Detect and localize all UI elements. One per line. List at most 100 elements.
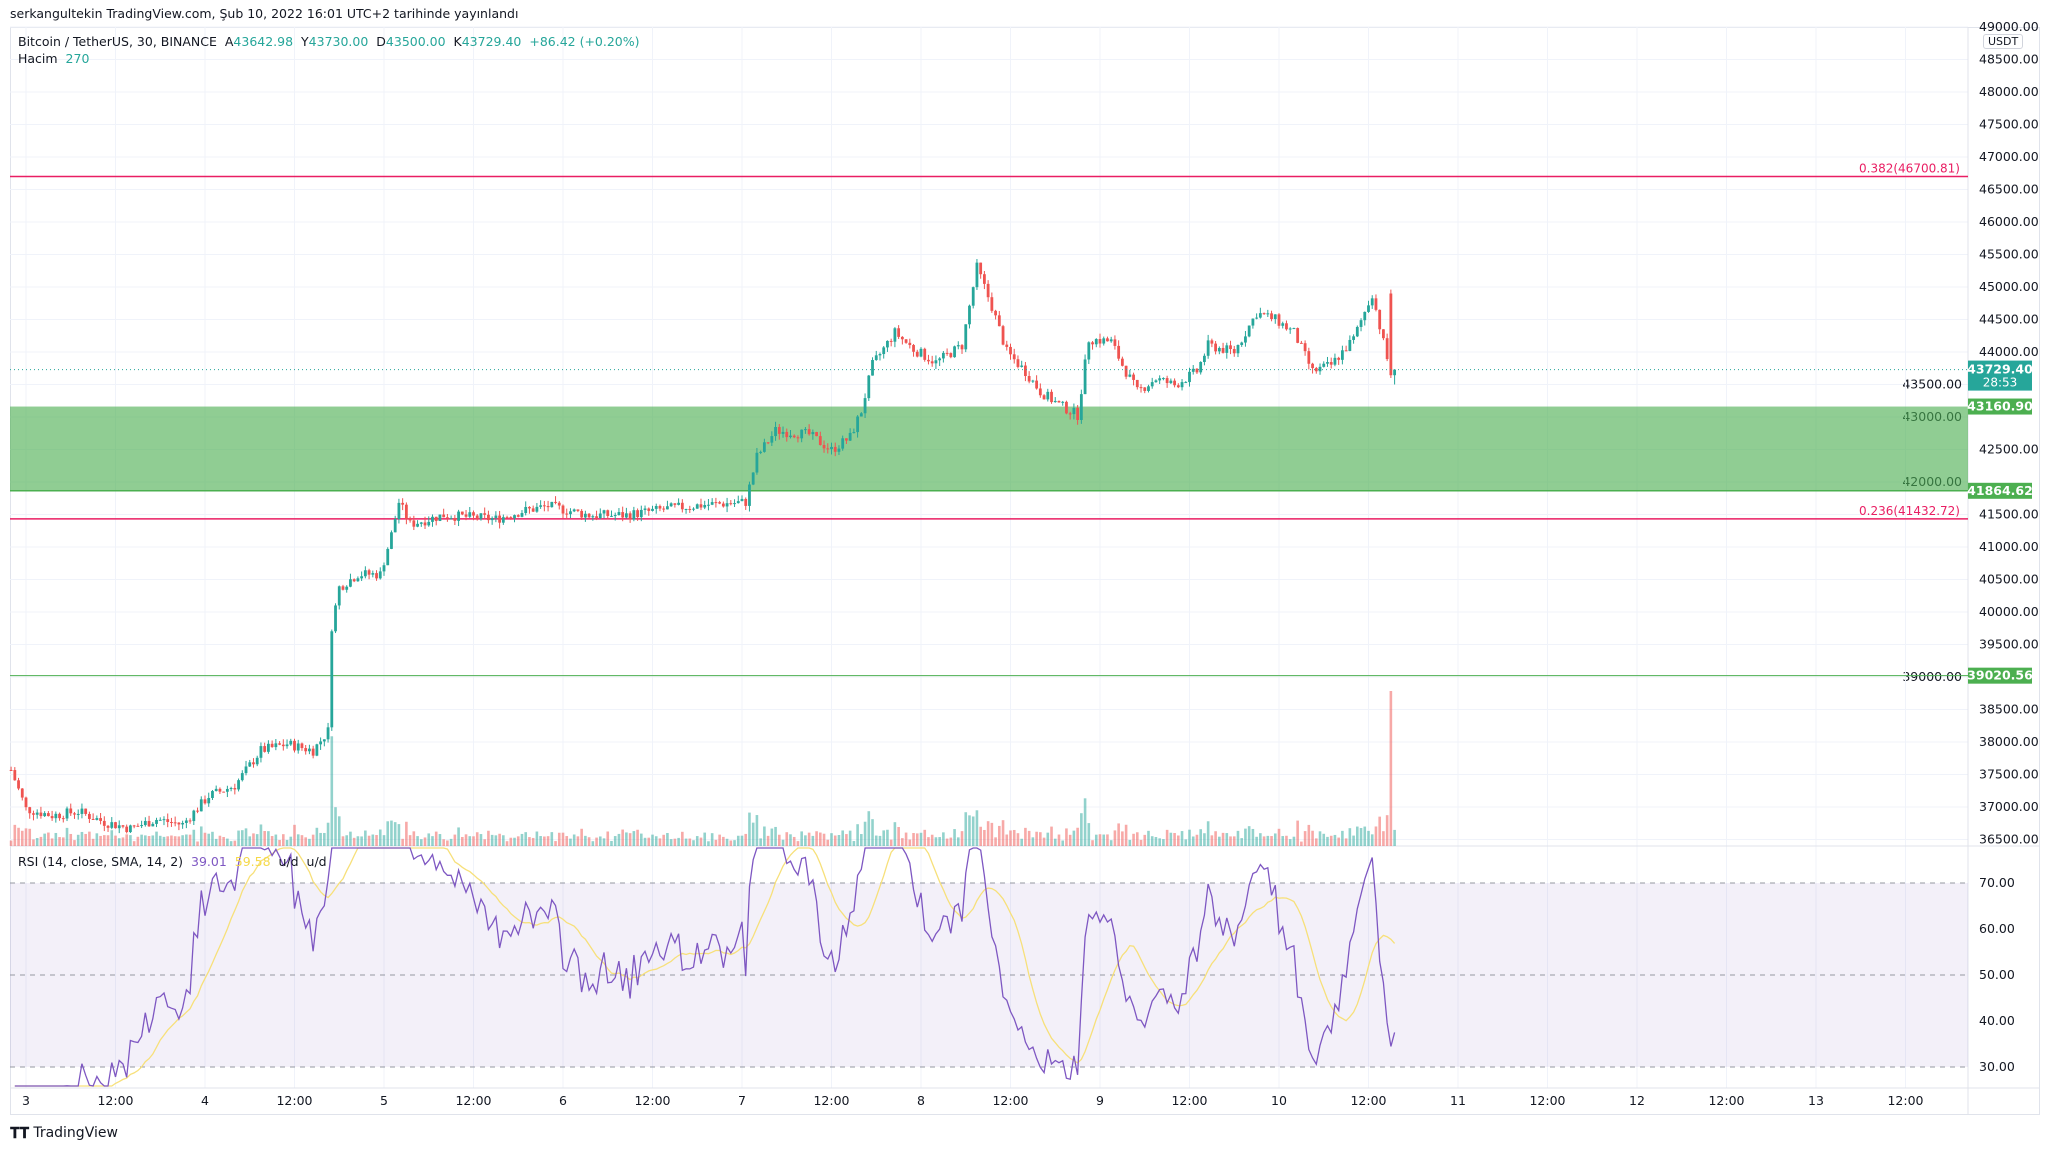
volume-bar — [1083, 798, 1087, 846]
candle-body — [46, 813, 50, 817]
candle-body — [953, 346, 956, 358]
candle-body — [1340, 350, 1344, 360]
volume-bar — [1236, 830, 1240, 846]
publication-note: serkangultekin TradingView.com, Şub 10, … — [10, 6, 519, 21]
zone-bottom-label: 41864.62 — [1967, 483, 2033, 498]
candle-body — [311, 748, 315, 756]
volume-bar — [1020, 838, 1023, 846]
price-tick-label: 39000.00 — [1902, 669, 1962, 684]
volume-bar — [871, 819, 874, 846]
volume-bar — [1247, 826, 1251, 846]
candle-body — [1247, 325, 1251, 337]
countdown-label: 28:53 — [1983, 376, 2018, 390]
candle-body — [259, 746, 263, 758]
volume-bar — [703, 832, 707, 846]
candle-body — [43, 813, 47, 817]
candle-body — [1106, 338, 1109, 342]
volume-bar — [572, 834, 576, 846]
volume-bar — [819, 832, 822, 846]
time-tick-label: 7 — [738, 1093, 746, 1108]
candle-body — [248, 762, 252, 767]
volume-bar — [1344, 838, 1348, 846]
candle-body — [1161, 378, 1165, 380]
price-tick-label: 40500.00 — [1979, 572, 2039, 587]
volume-bar — [61, 837, 65, 846]
volume-bar — [919, 832, 923, 846]
candle-body — [997, 315, 1001, 327]
volume-bar — [203, 832, 207, 846]
volume-bar — [84, 833, 87, 846]
volume-bar — [1221, 832, 1225, 846]
symbol-title[interactable]: Bitcoin / TetherUS, 30, BINANCE — [18, 34, 217, 49]
volume-bar — [1199, 829, 1202, 846]
volume-bar — [1240, 838, 1244, 846]
volume-bar — [1285, 835, 1288, 846]
time-tick-label: 12:00 — [1887, 1093, 1923, 1108]
candle-body — [1266, 313, 1270, 315]
volume-bar — [714, 839, 718, 846]
candle-body — [598, 513, 602, 518]
volume-bar — [1106, 834, 1109, 846]
volume-bar — [1102, 834, 1106, 846]
volume-bar — [43, 833, 46, 846]
candle-body — [173, 822, 177, 824]
volume-bar — [192, 829, 196, 846]
candle-body — [811, 432, 815, 435]
volume-bar — [1162, 839, 1165, 846]
volume-bar — [155, 831, 158, 846]
rsi-sma-value: 59.58 — [234, 854, 271, 869]
volume-bar — [1165, 829, 1169, 846]
volume-bar — [248, 836, 252, 846]
candle-body — [330, 631, 334, 728]
volume-bar — [964, 812, 968, 846]
rsi-legend[interactable]: RSI (14, close, SMA, 14, 2) 39.01 59.58 … — [18, 854, 327, 869]
candle-body — [513, 515, 516, 519]
volume-bar — [688, 838, 692, 846]
volume-bar — [50, 838, 54, 846]
candle-body — [1117, 345, 1121, 359]
candle-body — [580, 510, 584, 518]
candle-body — [938, 358, 942, 361]
candle-body — [352, 579, 356, 582]
time-tick-label: 8 — [917, 1093, 925, 1108]
volume-label[interactable]: Hacim — [18, 51, 58, 66]
candle-body — [1154, 380, 1158, 383]
candle-body — [542, 505, 546, 507]
candle-body — [509, 517, 513, 519]
candle-body — [1150, 382, 1154, 387]
volume-bar — [69, 833, 73, 846]
volume-bar — [1087, 823, 1091, 846]
candle-body — [386, 548, 390, 566]
candle-body — [1270, 313, 1273, 320]
candle-body — [964, 324, 968, 350]
volume-bar — [222, 836, 225, 846]
volume-bar — [487, 830, 490, 846]
candle-body — [1303, 343, 1307, 352]
volume-bar — [1259, 833, 1262, 846]
candle-body — [334, 605, 337, 632]
volume-bar — [643, 837, 647, 846]
candle-body — [1389, 293, 1393, 376]
candle-body — [1176, 385, 1180, 388]
candle-body — [445, 517, 449, 519]
candle-body — [252, 762, 255, 765]
currency-button[interactable]: USDT — [1983, 34, 2024, 49]
candle-body — [1072, 407, 1076, 415]
volume-bar — [1098, 834, 1102, 846]
candle-body — [20, 788, 24, 798]
candle-body — [800, 429, 804, 439]
candle-body — [755, 452, 759, 473]
volume-bar — [1046, 832, 1050, 846]
volume-bar — [106, 835, 110, 846]
candle-body — [255, 757, 259, 765]
volume-bar — [889, 839, 893, 846]
time-tick-label: 12:00 — [1529, 1093, 1565, 1108]
candle-body — [244, 766, 248, 774]
candle-body — [796, 437, 800, 439]
volume-bar — [856, 824, 859, 846]
volume-bar — [602, 838, 606, 846]
candle-body — [1363, 311, 1367, 321]
tradingview-logo[interactable]: 𝐓𝐓 TradingView — [10, 1124, 118, 1142]
price-tick-label: 43500.00 — [1902, 377, 1962, 392]
